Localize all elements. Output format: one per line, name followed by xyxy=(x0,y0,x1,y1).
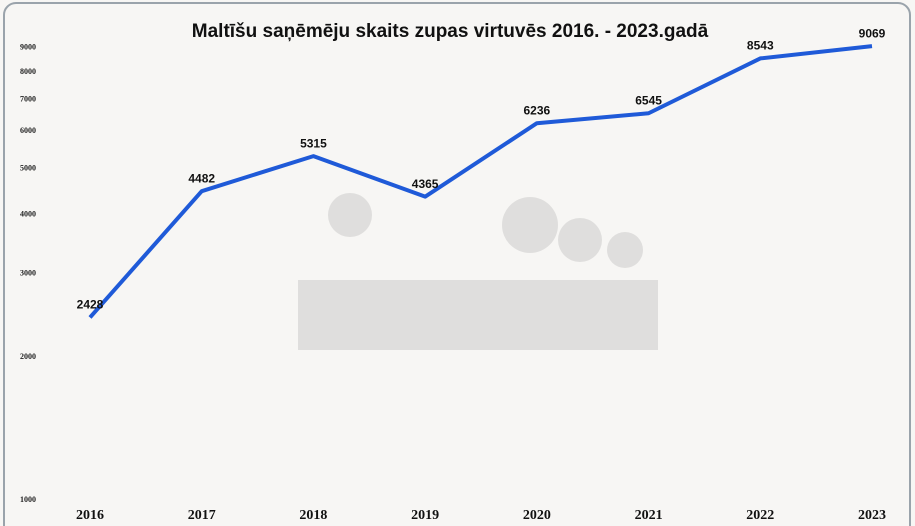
x-tick-label: 2023 xyxy=(858,508,886,523)
y-tick-label: 5000 xyxy=(20,164,36,173)
y-tick-label: 3000 xyxy=(20,269,36,278)
x-tick-label: 2018 xyxy=(299,508,327,523)
data-label: 2428 xyxy=(77,298,104,312)
data-label: 4365 xyxy=(412,177,439,191)
chart: Maltīšu saņēmēju skaits zupas virtuvēs 2… xyxy=(0,0,915,526)
y-tick-label: 1000 xyxy=(20,495,36,504)
x-tick-label: 2019 xyxy=(411,508,439,523)
data-label: 4482 xyxy=(188,171,215,185)
data-label: 8543 xyxy=(747,39,774,53)
x-tick-label: 2022 xyxy=(746,508,774,523)
y-tick-label: 7000 xyxy=(20,94,36,103)
data-label: 6545 xyxy=(635,93,662,107)
y-tick-label: 9000 xyxy=(20,43,36,52)
chart-title: Maltīšu saņēmēju skaits zupas virtuvēs 2… xyxy=(192,21,709,42)
data-label: 6236 xyxy=(524,103,551,117)
page: Maltīšu saņēmēju skaits zupas virtuvēs 2… xyxy=(0,0,915,526)
x-tick-label: 2016 xyxy=(76,508,104,523)
data-label: 9069 xyxy=(859,26,886,40)
y-tick-label: 8000 xyxy=(20,67,36,76)
x-tick-label: 2021 xyxy=(635,508,663,523)
x-tick-label: 2020 xyxy=(523,508,551,523)
y-tick-label: 2000 xyxy=(20,352,36,361)
x-tick-label: 2017 xyxy=(188,508,216,523)
y-tick-label: 4000 xyxy=(20,209,36,218)
data-label: 5315 xyxy=(300,136,327,150)
y-tick-label: 6000 xyxy=(20,126,36,135)
